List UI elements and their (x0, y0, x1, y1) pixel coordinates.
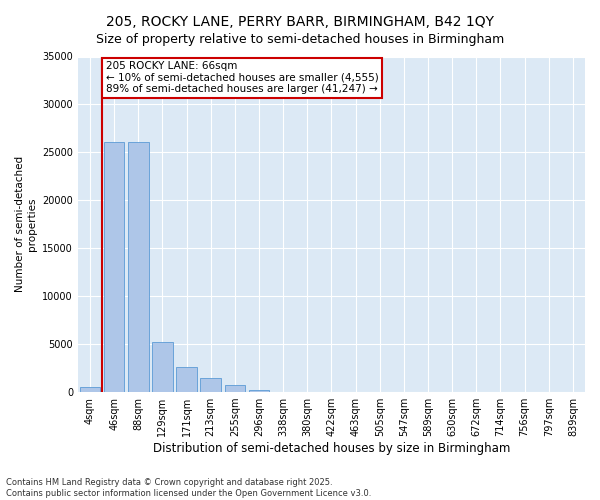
Bar (200, 378, 221, 392)
Text: 205 ROCKY LANE: 66sqm
← 10% of semi-detached houses are smaller (4,555)
89% of s: 205 ROCKY LANE: 66sqm ← 10% of semi-deta… (106, 62, 379, 94)
Bar (80, 388, 100, 392)
Bar (176, 367, 197, 392)
Text: Size of property relative to semi-detached houses in Birmingham: Size of property relative to semi-detach… (96, 32, 504, 46)
Bar (152, 342, 173, 392)
Bar (249, 390, 269, 392)
Bar (104, 142, 124, 392)
X-axis label: Distribution of semi-detached houses by size in Birmingham: Distribution of semi-detached houses by … (153, 442, 510, 455)
Text: Contains HM Land Registry data © Crown copyright and database right 2025.
Contai: Contains HM Land Registry data © Crown c… (6, 478, 371, 498)
Bar (128, 142, 149, 392)
Y-axis label: Number of semi-detached
properties: Number of semi-detached properties (15, 156, 37, 292)
Text: 205, ROCKY LANE, PERRY BARR, BIRMINGHAM, B42 1QY: 205, ROCKY LANE, PERRY BARR, BIRMINGHAM,… (106, 15, 494, 29)
Bar (224, 386, 245, 392)
